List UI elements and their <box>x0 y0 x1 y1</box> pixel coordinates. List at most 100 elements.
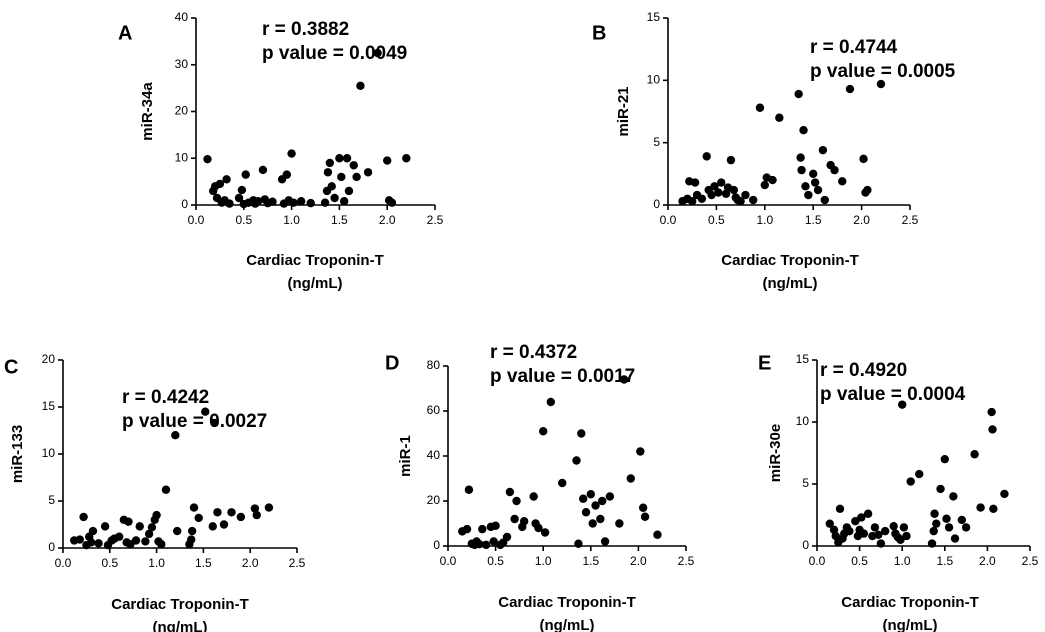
x-tick-label: 1.0 <box>894 554 911 568</box>
data-point <box>172 526 182 536</box>
data-point <box>889 521 898 531</box>
data-point <box>131 536 141 545</box>
y-tick-label: 20 <box>42 352 56 366</box>
data-point <box>86 538 96 547</box>
data-point <box>323 168 333 177</box>
data-point <box>940 455 949 464</box>
x-axis-title: Cardiac Troponin-T <box>246 252 384 269</box>
y-tick-label: 5 <box>48 493 55 507</box>
data-point <box>942 514 951 523</box>
data-point <box>810 178 820 187</box>
data-point <box>296 197 306 206</box>
data-point <box>344 186 354 196</box>
data-point <box>870 523 880 532</box>
data-point <box>141 537 150 546</box>
data-point <box>529 492 538 501</box>
data-point <box>512 496 521 506</box>
data-point <box>876 79 886 89</box>
data-point <box>755 103 765 112</box>
x-tick-label: 0.0 <box>188 213 205 227</box>
data-point <box>830 165 839 175</box>
x-tick-label: 2.5 <box>427 213 444 227</box>
x-tick-label: 2.0 <box>979 554 996 568</box>
data-point <box>615 519 624 528</box>
data-point <box>835 504 845 513</box>
data-point <box>147 523 157 532</box>
data-point <box>505 487 515 497</box>
data-point <box>636 447 645 456</box>
data-point <box>225 199 234 208</box>
data-point <box>581 508 591 517</box>
y-tick-label: 15 <box>42 399 56 413</box>
data-point <box>215 179 225 189</box>
data-point <box>574 539 583 548</box>
y-tick-label: 20 <box>175 104 189 118</box>
data-point <box>187 535 196 544</box>
x-tick-label: 0.0 <box>660 213 677 227</box>
data-point <box>189 503 199 512</box>
data-point <box>135 522 144 531</box>
y-tick-label: 15 <box>647 10 661 24</box>
data-point <box>356 81 365 90</box>
data-point <box>688 197 697 206</box>
data-point <box>899 523 909 532</box>
data-point <box>539 427 548 436</box>
panel-b: Br = 0.4744 p value = 0.0005 0 5 10 15 0.0 0.5 1… <box>592 10 956 292</box>
x-tick-label: 2.0 <box>242 556 259 570</box>
x-axis-unit: (ng/mL) <box>288 275 343 292</box>
x-tick-label: 1.5 <box>582 554 599 568</box>
y-tick-label: 5 <box>802 476 809 490</box>
data-point <box>929 526 938 536</box>
y-tick-label: 0 <box>433 538 440 552</box>
data-point <box>264 503 274 512</box>
data-point <box>588 519 597 528</box>
data-point <box>859 529 869 538</box>
data-point <box>144 529 154 539</box>
data-point <box>79 512 88 522</box>
x-tick-label: 0.0 <box>440 554 457 568</box>
data-point <box>327 182 336 191</box>
data-point <box>600 537 610 546</box>
y-tick-label: 10 <box>42 446 56 460</box>
data-point <box>619 375 629 384</box>
data-point <box>572 456 581 465</box>
y-tick-label: 40 <box>175 10 189 24</box>
correlation-r: r = 0.4372 <box>490 342 577 363</box>
data-point <box>898 400 907 409</box>
data-point <box>157 540 166 549</box>
data-point <box>558 478 567 488</box>
x-tick-label: 2.5 <box>902 213 919 227</box>
data-point <box>287 149 296 158</box>
y-tick-label: 60 <box>427 403 441 417</box>
x-axis-unit: (ng/mL) <box>763 275 818 292</box>
data-point <box>932 519 941 528</box>
x-tick-label: 0.5 <box>851 554 868 568</box>
data-point <box>330 193 339 203</box>
x-axis-title: Cardiac Troponin-T <box>841 594 979 611</box>
data-point <box>880 526 890 536</box>
x-tick-label: 0.5 <box>708 213 725 227</box>
data-point <box>809 169 818 179</box>
y-tick-label: 0 <box>48 540 55 554</box>
data-point <box>988 425 997 434</box>
data-point <box>768 175 777 185</box>
data-point <box>363 168 373 177</box>
data-point <box>1000 489 1009 499</box>
x-axis-title: Cardiac Troponin-T <box>721 252 859 269</box>
correlation-r: r = 0.4920 <box>820 360 907 381</box>
data-point <box>227 508 236 517</box>
data-point <box>950 534 960 543</box>
x-tick-label: 2.0 <box>630 554 647 568</box>
data-point <box>510 514 519 524</box>
data-point <box>876 539 886 548</box>
data-point <box>383 156 392 165</box>
x-tick-label: 1.5 <box>936 554 953 568</box>
x-tick-label: 0.0 <box>809 554 826 568</box>
data-point <box>976 503 985 512</box>
x-tick-label: 2.0 <box>379 213 396 227</box>
x-tick-label: 1.5 <box>805 213 822 227</box>
data-point <box>949 492 958 501</box>
data-point <box>970 450 979 459</box>
p-value: p value = 0.0049 <box>262 43 407 64</box>
